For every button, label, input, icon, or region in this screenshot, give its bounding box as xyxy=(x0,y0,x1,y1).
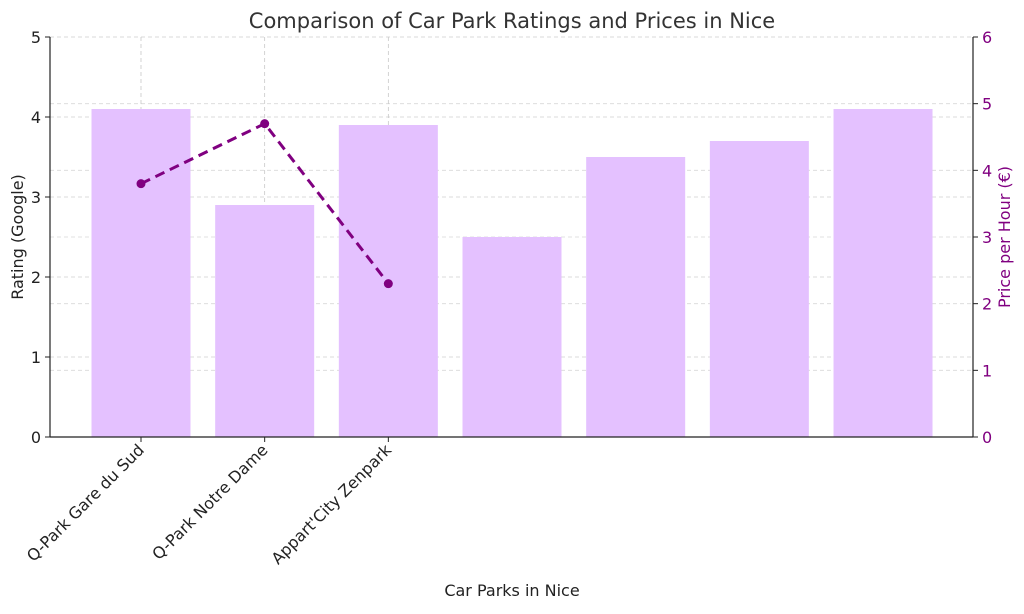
bar xyxy=(215,205,315,437)
y-tick-label: 1 xyxy=(31,348,41,367)
chart-title: Comparison of Car Park Ratings and Price… xyxy=(249,9,775,33)
y-axis-label: Rating (Google) xyxy=(8,174,27,300)
price-point xyxy=(136,179,146,189)
y2-axis-label: Price per Hour (€) xyxy=(995,166,1014,308)
y-tick-label: 4 xyxy=(31,108,41,127)
x-tick-label: Appart'City Zenpark xyxy=(268,440,396,568)
x-axis-label: Car Parks in Nice xyxy=(444,581,579,600)
price-line xyxy=(136,119,393,289)
bar xyxy=(462,237,562,437)
y-tick-label: 0 xyxy=(31,428,41,447)
y2-tick-label: 0 xyxy=(982,428,992,447)
bar xyxy=(833,109,933,437)
y-tick-label: 5 xyxy=(31,28,41,47)
y2-tick-label: 1 xyxy=(982,361,992,380)
x-tick-label: Q-Park Notre Dame xyxy=(148,440,271,563)
y-tick-label: 2 xyxy=(31,268,41,287)
y2-tick-label: 3 xyxy=(982,228,992,247)
y2-tick-label: 5 xyxy=(982,95,992,114)
bar xyxy=(91,109,191,437)
x-tick-label: Q-Park Gare du Sud xyxy=(23,440,148,565)
bar xyxy=(709,141,809,437)
bars xyxy=(91,109,933,437)
y2-tick-label: 6 xyxy=(982,28,992,47)
bar xyxy=(586,157,686,437)
y2-tick-label: 4 xyxy=(982,161,992,180)
y-tick-label: 3 xyxy=(31,188,41,207)
price-point xyxy=(383,279,393,289)
y2-tick-label: 2 xyxy=(982,295,992,314)
price-point xyxy=(260,119,270,129)
